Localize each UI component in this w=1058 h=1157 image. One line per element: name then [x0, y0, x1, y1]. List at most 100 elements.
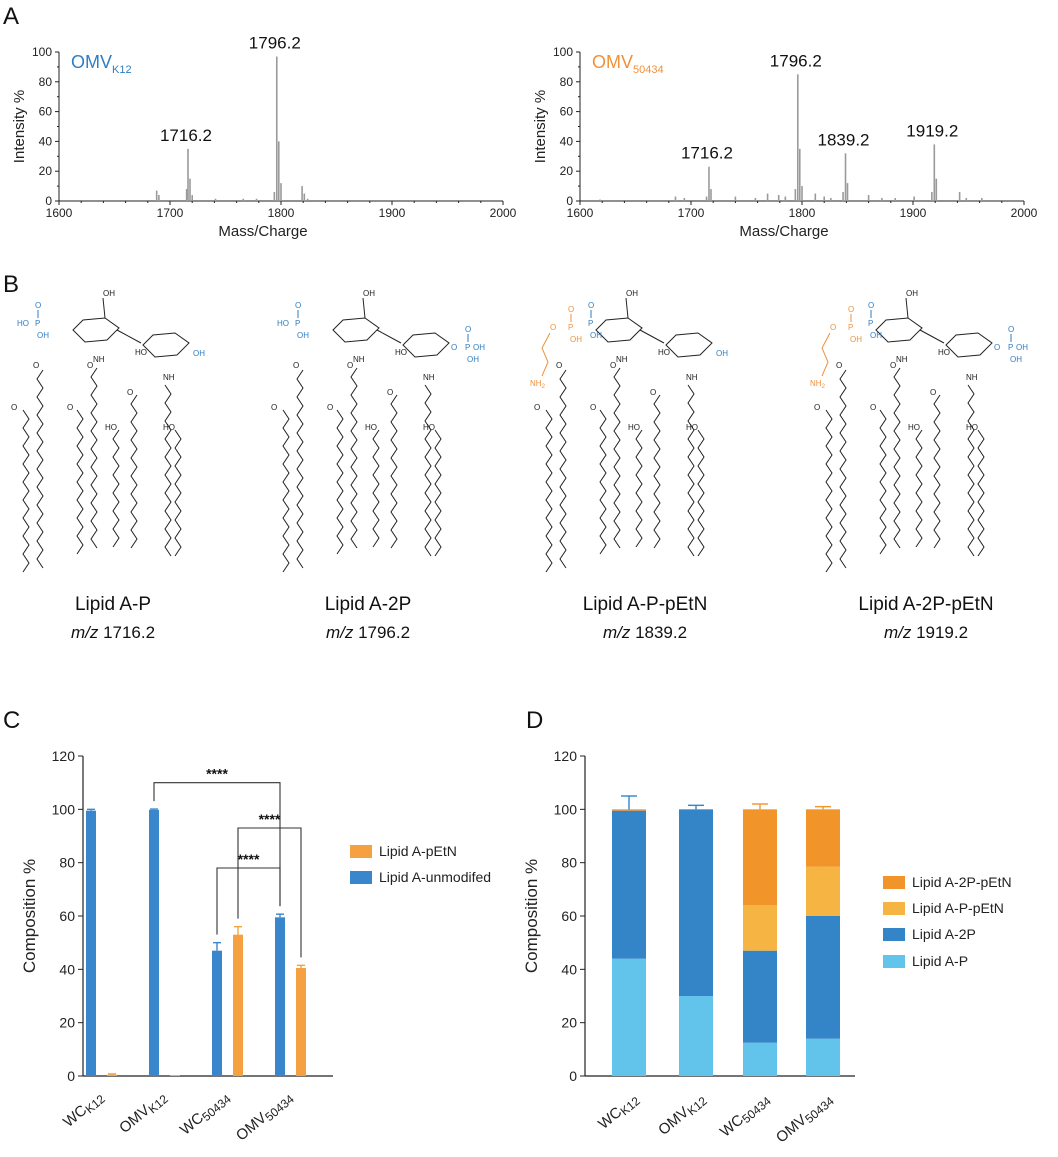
bar — [296, 968, 306, 1076]
y-tick-label: 60 — [560, 105, 574, 119]
acyl-chain — [76, 409, 84, 555]
atom-label: OH — [906, 289, 918, 298]
significance-label: **** — [206, 766, 228, 782]
sugar-ring — [595, 317, 643, 343]
significance-bracket — [216, 867, 281, 935]
atom-label: O — [868, 301, 874, 310]
atom-label: OH — [1010, 355, 1022, 364]
atom-label: OH — [850, 335, 862, 344]
bar — [170, 1075, 180, 1076]
y-tick-label: 80 — [561, 855, 577, 871]
y-axis-title: Intensity % — [11, 90, 28, 163]
y-tick-label: 60 — [59, 908, 75, 924]
composition-stacked-bar-chart: 0 20 40 60 80 100 120 Composition % WCK12 OMVK12W… — [522, 748, 1012, 1146]
panel-label-d: D — [526, 707, 543, 734]
atom-label: OH — [297, 331, 309, 340]
x-axis-title: Mass/Charge — [218, 223, 307, 240]
atom-label: HO — [17, 319, 29, 328]
bond — [362, 297, 366, 319]
y-tick-label: 40 — [39, 134, 53, 148]
atom-label: O — [347, 361, 353, 370]
significance-label: **** — [259, 811, 281, 827]
atom-label: OH — [570, 335, 582, 344]
atom-label: O — [610, 361, 616, 370]
category-label: OMVK12 — [116, 1088, 171, 1138]
atom-label: HO — [163, 423, 175, 432]
atom-label: P — [1008, 343, 1013, 352]
atom-label: NH — [966, 373, 978, 382]
y-tick-label: 0 — [569, 1068, 577, 1084]
atom-label: O — [293, 361, 299, 370]
atom-label: O — [814, 403, 820, 412]
atom-label: O — [87, 361, 93, 370]
y-tick-label: 120 — [52, 748, 76, 764]
acyl-chain — [130, 394, 138, 549]
bar-segment — [679, 809, 713, 996]
acyl-chain — [635, 429, 643, 548]
y-axis-title: Composition % — [522, 859, 541, 973]
bar-segment — [743, 1042, 777, 1076]
atom-label: HO — [135, 348, 147, 357]
category-label: OMV50434 — [233, 1088, 297, 1146]
atom-label: OH — [870, 331, 882, 340]
structure-name: Lipid A-P-pEtN — [583, 594, 708, 615]
atom-label: HO — [908, 423, 920, 432]
y-tick-label: 0 — [67, 1068, 75, 1084]
bar-segment — [743, 905, 777, 951]
bar-segment — [806, 1038, 840, 1076]
atom-label: O — [295, 301, 301, 310]
atom-label: P — [848, 323, 853, 332]
bond — [905, 297, 909, 319]
atom-label: HO — [423, 423, 435, 432]
bar — [275, 917, 285, 1076]
structure-mz: m/z 1919.2 — [884, 623, 968, 642]
atom-label: P — [568, 323, 573, 332]
x-tick-label: 1800 — [268, 206, 295, 220]
atom-label: P — [35, 319, 40, 328]
lipid-a-structures: Lipid A-P m/z 1716.2 Lipid A-2P m/z 1796… — [11, 289, 1028, 642]
y-tick-label: 60 — [39, 105, 53, 119]
spectrum-title: OMV50434 — [592, 52, 664, 76]
atom-label: HO — [658, 348, 670, 357]
legend-label: Lipid A-P — [912, 953, 968, 969]
atom-label: NH — [423, 373, 435, 382]
legend-swatch — [350, 845, 372, 858]
bar — [86, 810, 96, 1076]
atom-label: O — [1008, 325, 1014, 334]
y-axis-title: Composition % — [20, 859, 39, 973]
composition-bar-chart: 0 20 40 60 80 100 120 Composition % WCK12 OMVK12W… — [20, 748, 491, 1146]
atom-label: O — [11, 403, 17, 412]
bar-segment — [679, 996, 713, 1076]
atom-label: HO — [938, 348, 950, 357]
atom-label: OH — [193, 349, 205, 358]
significance-label: **** — [238, 851, 260, 867]
atom-label: OH — [363, 289, 375, 298]
sugar-ring — [332, 317, 380, 343]
acyl-chain — [296, 369, 304, 569]
y-tick-label: 100 — [52, 801, 76, 817]
atom-label: O — [848, 305, 854, 314]
y-tick-label: 0 — [45, 194, 52, 208]
atom-label: HO — [277, 319, 289, 328]
atom-label: O — [127, 388, 133, 397]
atom-label: NH — [163, 373, 175, 382]
acyl-chain — [282, 409, 290, 573]
atom-label: HO — [686, 423, 698, 432]
atom-label: O — [67, 403, 73, 412]
sugar-ring — [402, 332, 450, 358]
acyl-chain — [613, 367, 621, 549]
y-tick-label: 100 — [554, 801, 578, 817]
atom-label: O — [994, 343, 1000, 352]
y-tick-label: 20 — [561, 1015, 577, 1031]
acyl-chain — [434, 429, 442, 557]
atom-label: O — [550, 323, 556, 332]
atom-label: NH2 — [810, 379, 826, 390]
y-tick-label: 80 — [59, 855, 75, 871]
x-tick-label: 1700 — [157, 206, 184, 220]
structure-name: Lipid A-2P — [325, 594, 412, 615]
atom-label: HO — [395, 348, 407, 357]
bar-segment — [743, 950, 777, 1043]
category-label: WCK12 — [60, 1088, 108, 1133]
